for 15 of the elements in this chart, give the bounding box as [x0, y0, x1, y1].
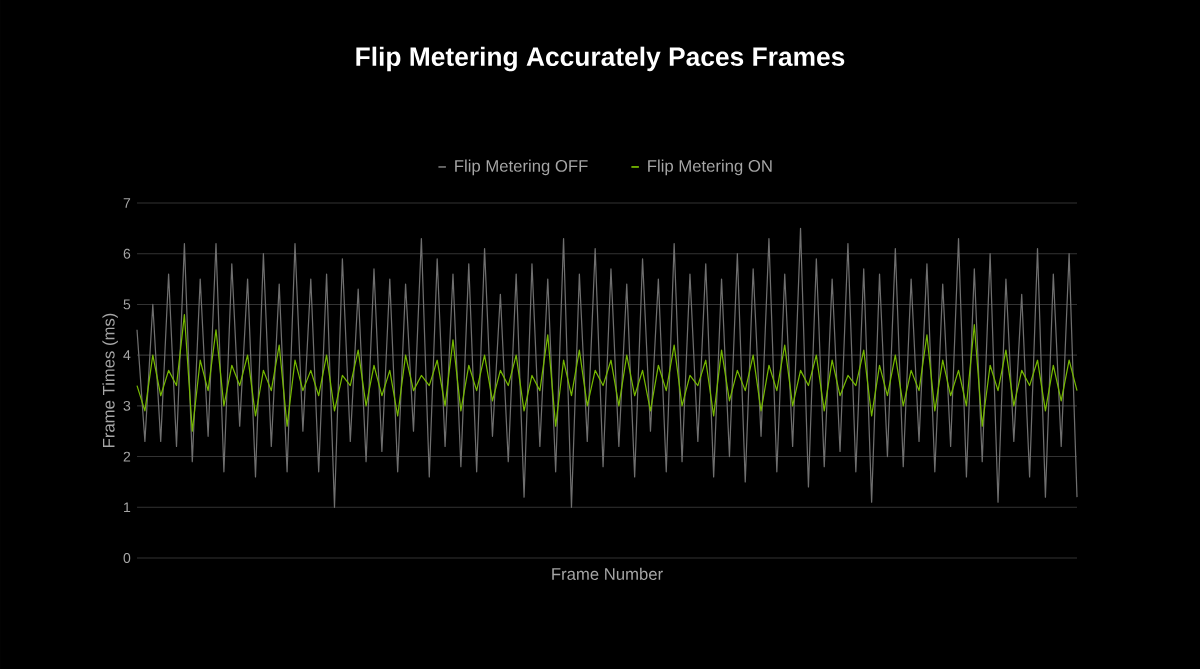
y-tick-label: 6 — [123, 248, 131, 259]
y-axis-title: Frame Times (ms) — [102, 313, 118, 447]
y-tick-label: 3 — [123, 400, 131, 411]
x-axis-title: Frame Number — [552, 567, 663, 580]
line-series — [136, 227, 1078, 508]
y-tick-label: 0 — [123, 553, 131, 563]
y-tick-label: 5 — [123, 299, 131, 310]
legend-label: Flip Metering OFF — [455, 159, 588, 176]
legend-label: Flip Metering ON — [648, 159, 772, 176]
y-tick-label: 1 — [124, 502, 131, 513]
y-tick-label: 7 — [123, 198, 131, 208]
y-tick-label: 4 — [123, 350, 131, 360]
line-series — [136, 313, 1078, 432]
y-tick-label: 2 — [123, 451, 131, 462]
chart-title: Flip Metering Accurately Paces Frames — [356, 46, 845, 72]
